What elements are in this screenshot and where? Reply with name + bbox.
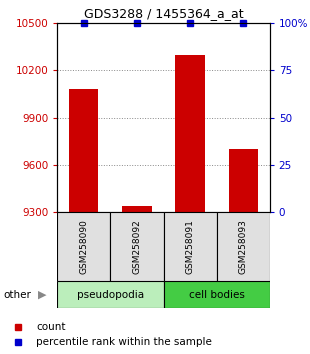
Text: pseudopodia: pseudopodia — [77, 290, 144, 300]
Bar — [164, 281, 270, 308]
Text: ▶: ▶ — [38, 290, 46, 300]
Bar — [110, 212, 164, 281]
Text: cell bodies: cell bodies — [189, 290, 245, 300]
Text: GSM258091: GSM258091 — [186, 219, 195, 274]
Bar — [217, 212, 270, 281]
Text: percentile rank within the sample: percentile rank within the sample — [36, 337, 212, 348]
Text: count: count — [36, 321, 65, 332]
Bar — [228, 149, 258, 212]
Title: GDS3288 / 1455364_a_at: GDS3288 / 1455364_a_at — [84, 7, 243, 21]
Bar — [122, 206, 152, 212]
Bar — [164, 212, 217, 281]
Bar — [175, 55, 205, 212]
Text: GSM258093: GSM258093 — [239, 219, 248, 274]
Text: GSM258090: GSM258090 — [79, 219, 88, 274]
Bar — [57, 281, 164, 308]
Bar — [57, 212, 110, 281]
Text: GSM258092: GSM258092 — [132, 219, 141, 274]
Text: other: other — [3, 290, 31, 300]
Bar — [69, 89, 99, 212]
